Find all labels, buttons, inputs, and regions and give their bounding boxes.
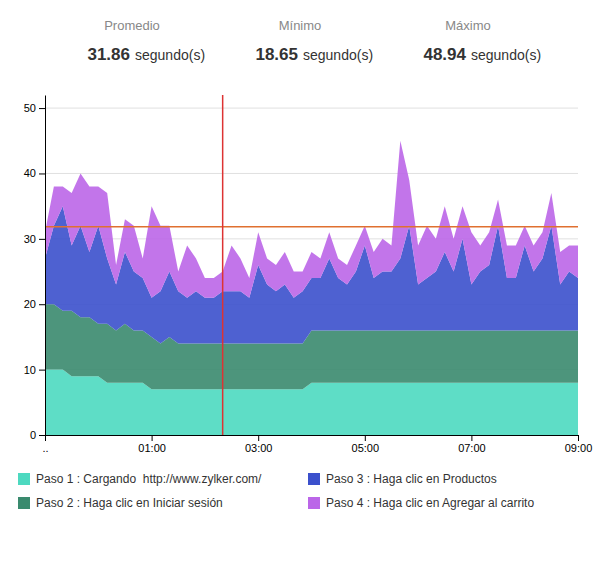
y-tick-mark <box>39 239 45 240</box>
legend-swatch <box>308 497 320 509</box>
stat-label: Mínimo <box>279 18 322 33</box>
stats-header: Promedio 31.86 segundo(s) Mínimo 18.65 segund… <box>87 18 541 64</box>
x-axis: .. 01:00 03:00 05:00 07:00 09:00 <box>42 435 592 454</box>
legend-swatch <box>18 497 30 509</box>
stat-value: 31.86 <box>87 45 130 64</box>
y-tick-mark <box>39 304 45 305</box>
grid <box>45 108 578 435</box>
y-tick: 30 <box>24 233 45 245</box>
x-tick: 05:00 <box>352 435 380 454</box>
y-tick: 20 <box>24 298 45 310</box>
y-tick: 10 <box>24 364 45 376</box>
y-tick-mark <box>39 435 45 436</box>
axis-line <box>46 435 579 436</box>
x-tick-mark <box>471 435 472 441</box>
grid-line <box>45 173 578 174</box>
plot-area <box>45 95 578 435</box>
x-tick-label: .. <box>42 442 48 454</box>
y-tick-mark <box>39 108 45 109</box>
legend-label: Paso 2 : Haga clic en Iniciar sesión <box>36 496 223 510</box>
y-tick: 50 <box>24 102 45 114</box>
stat-label: Máximo <box>445 18 491 33</box>
stat-unit: segundo(s) <box>135 47 205 63</box>
x-tick-label: 05:00 <box>352 442 380 454</box>
y-axis: 0 10 20 30 40 50 <box>24 96 46 442</box>
x-tick-mark <box>258 435 259 441</box>
x-tick-mark <box>365 435 366 441</box>
y-tick-label: 40 <box>24 167 36 179</box>
legend-label: Paso 1 : Cargando http://www.zylker.com/ <box>36 472 262 486</box>
y-tick-label: 0 <box>30 429 36 441</box>
legend-item: Paso 2 : Haga clic en Iniciar sesión <box>18 496 223 510</box>
x-tick: .. <box>42 435 48 454</box>
y-tick-mark <box>39 370 45 371</box>
x-tick-mark <box>578 435 579 441</box>
x-tick-label: 03:00 <box>245 442 273 454</box>
legend-swatch <box>18 473 30 485</box>
stat-value: 18.65 <box>255 45 298 64</box>
x-tick: 03:00 <box>245 435 273 454</box>
legend-swatch <box>308 473 320 485</box>
x-tick-mark <box>45 435 46 441</box>
axis-line <box>45 96 46 436</box>
x-tick: 09:00 <box>565 435 593 454</box>
y-tick: 40 <box>24 167 45 179</box>
stat-unit: segundo(s) <box>471 47 541 63</box>
legend-item: Paso 4 : Haga clic en Agregar al carrito <box>308 496 534 510</box>
legend-item: Paso 1 : Cargando http://www.zylker.com/ <box>18 472 262 486</box>
chart: Promedio 31.86 segundo(s) Mínimo 18.65 segund… <box>0 0 600 580</box>
legend-label: Paso 4 : Haga clic en Agregar al carrito <box>326 496 534 510</box>
legend-label: Paso 3 : Haga clic en Productos <box>326 472 497 486</box>
y-tick-mark <box>39 173 45 174</box>
area <box>45 141 578 298</box>
marker-line <box>222 95 224 435</box>
y-tick-label: 20 <box>24 298 36 310</box>
stat-value: 48.94 <box>423 45 466 64</box>
x-tick-label: 07:00 <box>458 442 486 454</box>
x-tick-label: 01:00 <box>138 442 166 454</box>
average-line <box>45 226 578 228</box>
legend: Paso 1 : Cargando http://www.zylker.com/… <box>18 472 534 510</box>
stat-unit: segundo(s) <box>303 47 373 63</box>
y-tick-label: 50 <box>24 102 36 114</box>
x-tick-label: 09:00 <box>565 442 593 454</box>
stat-label: Promedio <box>104 18 160 33</box>
grid-line <box>45 108 578 109</box>
y-tick-label: 30 <box>24 233 36 245</box>
y-tick: 0 <box>30 429 45 441</box>
x-tick-mark <box>152 435 153 441</box>
x-tick: 07:00 <box>458 435 486 454</box>
legend-item: Paso 3 : Haga clic en Productos <box>308 472 497 486</box>
y-tick-label: 10 <box>24 364 36 376</box>
x-tick: 01:00 <box>138 435 166 454</box>
